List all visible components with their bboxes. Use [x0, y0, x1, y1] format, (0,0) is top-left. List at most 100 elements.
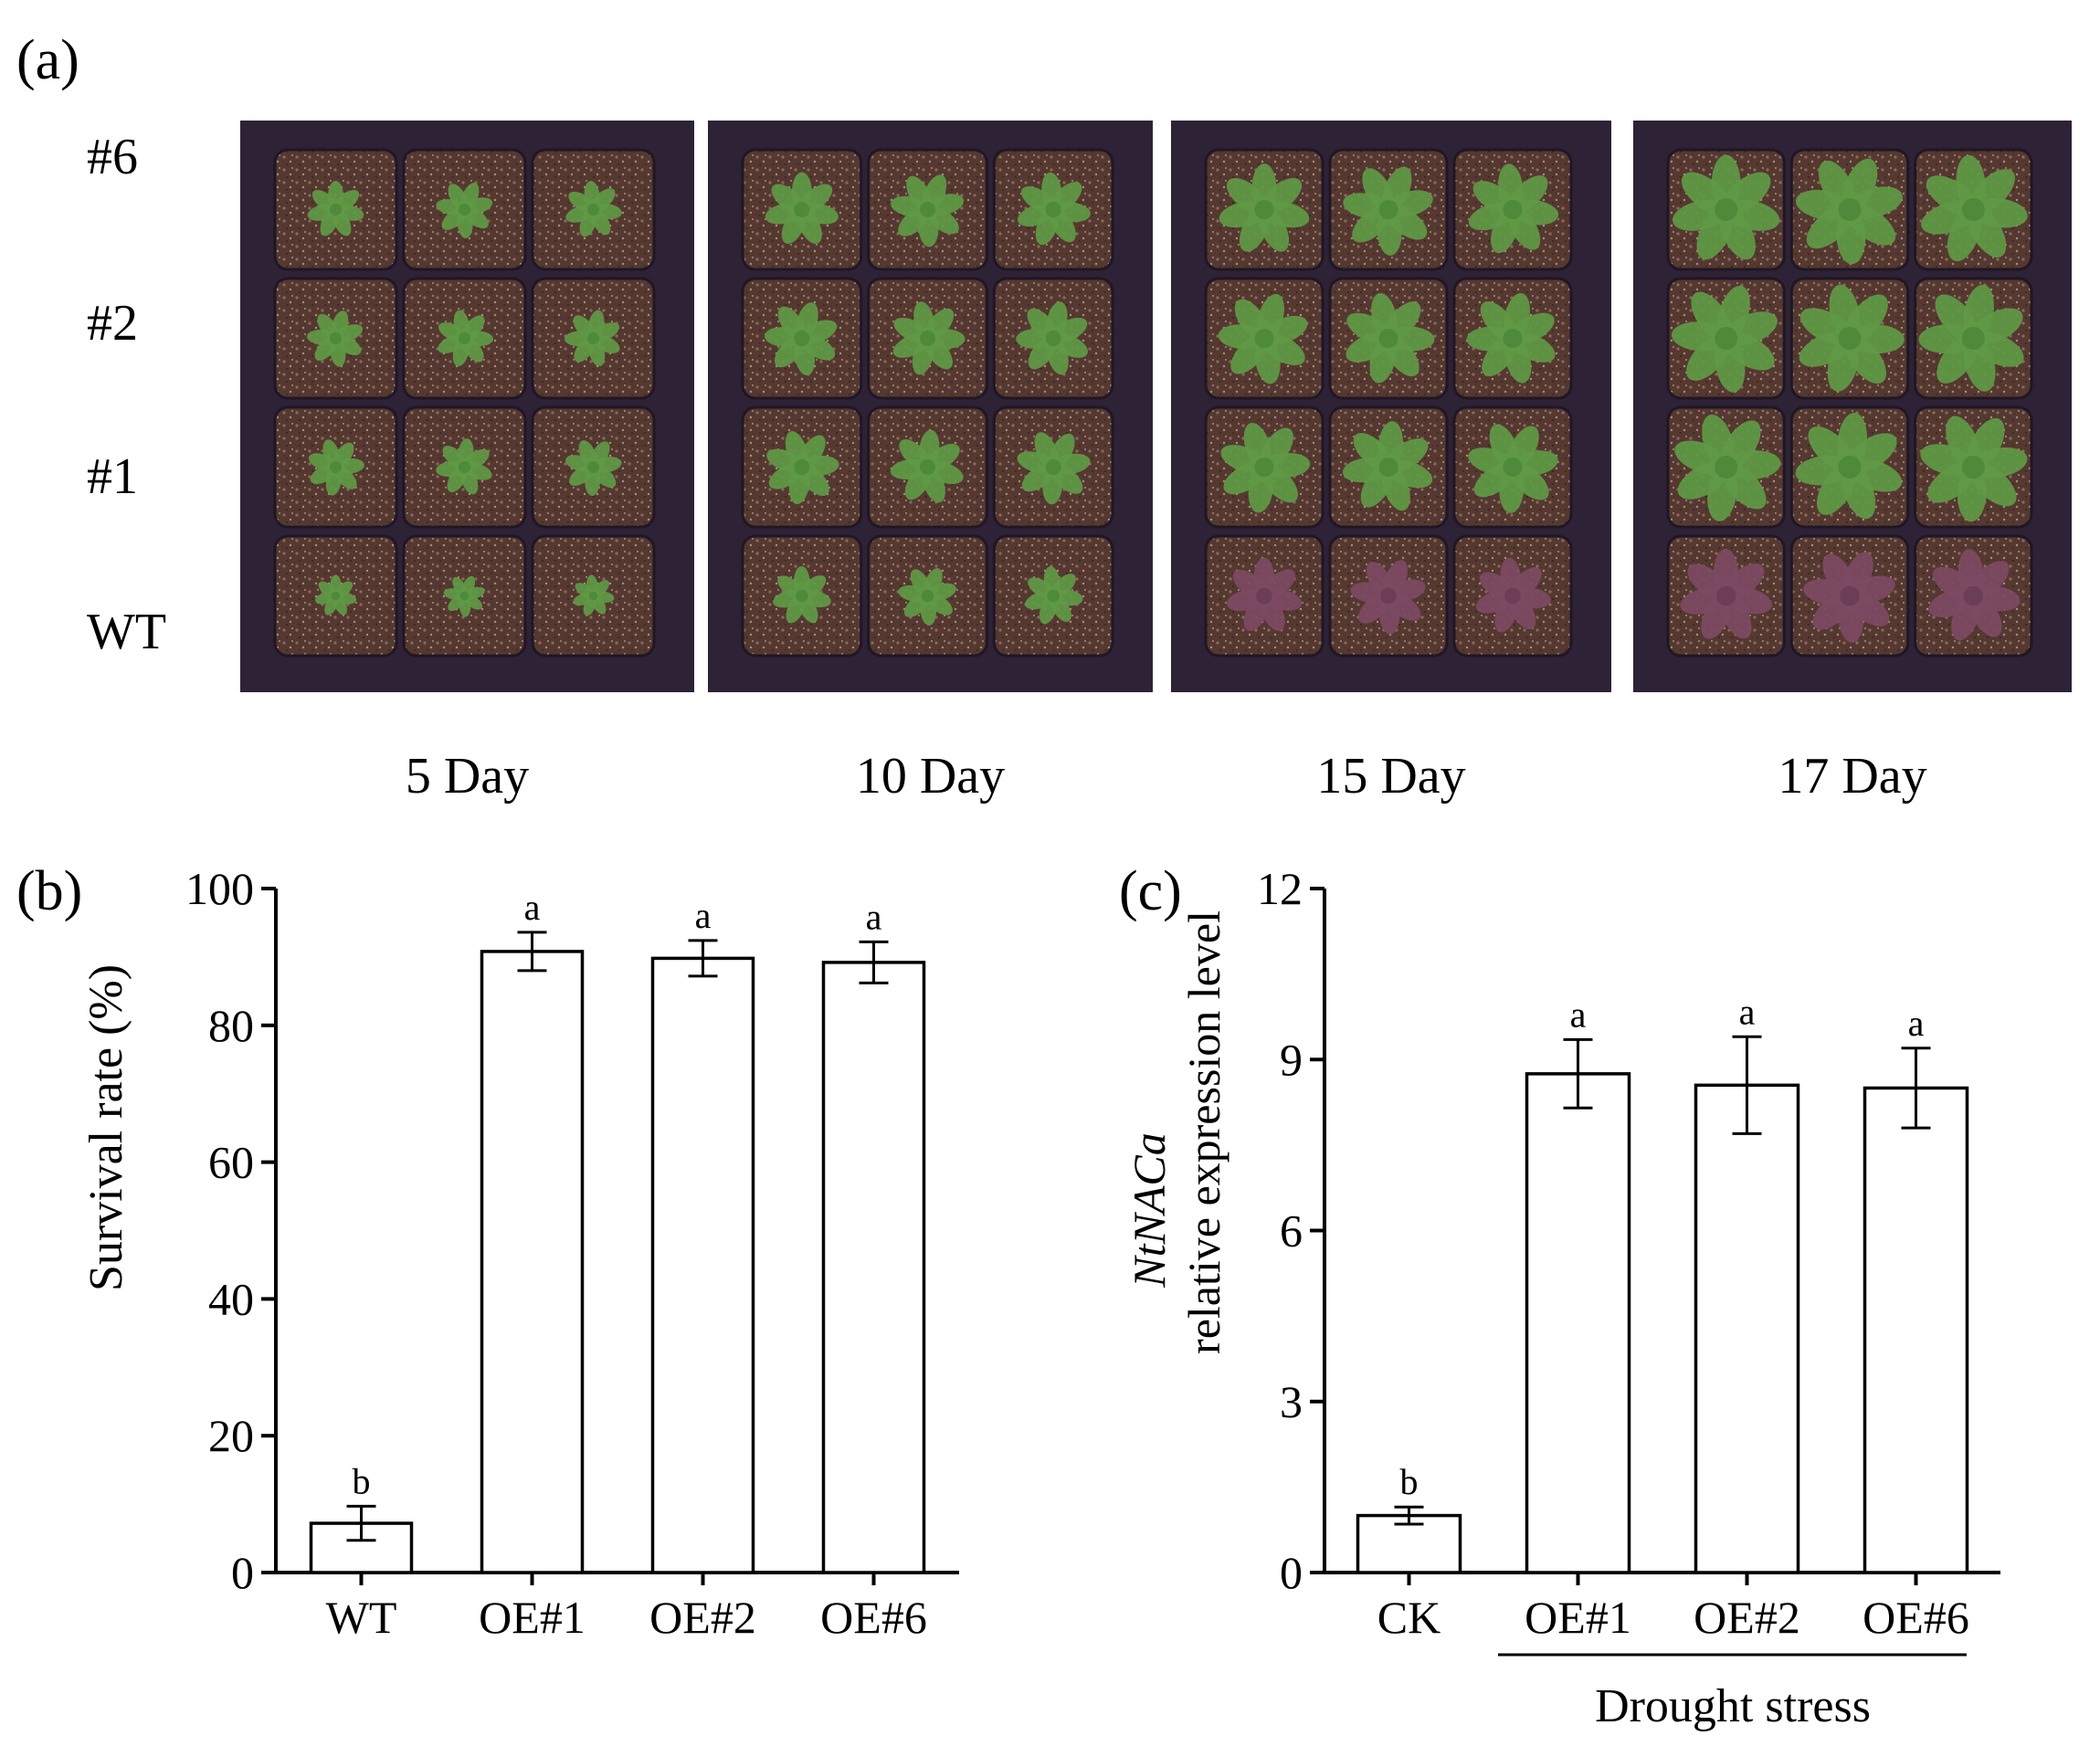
plant [1795, 412, 1903, 520]
plant [1921, 154, 2028, 262]
rosette-center [1045, 330, 1061, 347]
panel-a-label: (a) [16, 29, 79, 91]
leaf [1829, 284, 1861, 342]
leaf [1837, 412, 1867, 470]
plant [1016, 301, 1088, 375]
plant [1468, 424, 1558, 513]
plant [890, 429, 964, 503]
rosette-center [794, 458, 810, 476]
y-tick-label: 80 [208, 1000, 254, 1051]
rosette-center [1380, 587, 1397, 605]
rosette-center [919, 330, 936, 347]
rosette-center [794, 201, 810, 218]
rosette-center [329, 460, 343, 474]
bar [650, 956, 755, 1574]
plant [436, 183, 493, 238]
leaf [1498, 163, 1524, 212]
rosette-center [1503, 457, 1523, 478]
row-labels: #6 #2 #1 WT [87, 129, 166, 660]
tray-photo [1171, 121, 1611, 692]
tray-photo [1633, 121, 2072, 692]
plant [1017, 172, 1091, 246]
y-tick-label: 40 [208, 1273, 254, 1324]
x-tick-label: CK [1377, 1592, 1440, 1643]
plant [314, 574, 357, 615]
rosette-center [796, 589, 808, 603]
rosette-center [1256, 587, 1272, 605]
rosette-center [1715, 455, 1738, 479]
rosette-center [329, 331, 343, 345]
plant [438, 310, 493, 367]
bar [1694, 1083, 1800, 1574]
leaf [1041, 172, 1062, 212]
row-label: #6 [87, 129, 138, 185]
rosette-center [794, 330, 810, 347]
plant [308, 439, 364, 496]
plant [1226, 557, 1303, 632]
panel-c-expression-chart: (c) NtNACa relative expression level 0 3 6… [1119, 860, 2000, 1732]
rosette-center [1715, 326, 1738, 351]
y-tick-label: 6 [1280, 1205, 1303, 1257]
panel-a: (a) #6 #2 #1 WT 5 Day 10 Day 15 Day 17 Day [16, 29, 2072, 805]
plant [565, 440, 622, 496]
y-tick-label: 0 [1280, 1547, 1303, 1598]
plant [1220, 423, 1311, 513]
rosette-center [331, 591, 341, 601]
y-axis-label: Survival rate (%) [80, 964, 132, 1291]
bar [1525, 1072, 1631, 1574]
plant [307, 310, 364, 367]
leaf [587, 310, 605, 341]
x-tick-label: WT [326, 1592, 397, 1643]
rosette-center [1254, 457, 1274, 478]
plant [1680, 549, 1773, 639]
plant [764, 302, 838, 376]
bar [821, 961, 926, 1574]
plant [1671, 285, 1778, 393]
plant [1219, 163, 1310, 252]
rosette-center [459, 591, 470, 601]
plant [892, 301, 966, 375]
rosette-center [1838, 455, 1862, 479]
plant [898, 568, 956, 626]
rosette-center [329, 203, 343, 216]
plant [1218, 293, 1308, 384]
rosette-center [458, 203, 471, 216]
y-axis-label-gene: NtNACa [1124, 1132, 1175, 1288]
plant [765, 172, 839, 244]
leaf [913, 301, 935, 341]
plant [1017, 432, 1091, 505]
tray-photo [708, 121, 1153, 692]
rosette-center [458, 460, 471, 474]
panel-b-label: (b) [16, 860, 82, 922]
y-tick-label: 20 [208, 1410, 254, 1461]
leaf [1371, 292, 1398, 341]
plant [1468, 163, 1559, 254]
plant [766, 431, 839, 505]
rosette-center [919, 458, 936, 476]
plant [1345, 292, 1435, 384]
group-label: Drought stress [1595, 1680, 1871, 1732]
bar [480, 950, 585, 1574]
plant [1350, 560, 1426, 635]
rosette-center [1838, 197, 1862, 222]
rosette-center [588, 591, 598, 601]
x-tick-label: OE#1 [1525, 1592, 1631, 1643]
leaf [1713, 549, 1739, 598]
plant [1466, 292, 1556, 384]
bar [1863, 1086, 1969, 1574]
significance-letter: a [524, 887, 541, 928]
leaf [919, 429, 940, 469]
leaf [584, 181, 600, 212]
rosette-center [921, 589, 934, 603]
rosette-center [586, 331, 600, 345]
leaf [458, 438, 474, 469]
leaf [1504, 292, 1531, 341]
panel-c-label: (c) [1119, 860, 1182, 922]
plant [1918, 284, 2024, 392]
significance-letter: a [695, 895, 712, 936]
day-label: 10 Day [856, 748, 1005, 805]
tray-photos [240, 121, 2072, 692]
x-tick-label: OE#1 [479, 1592, 586, 1643]
rosette-center [1963, 585, 1984, 606]
